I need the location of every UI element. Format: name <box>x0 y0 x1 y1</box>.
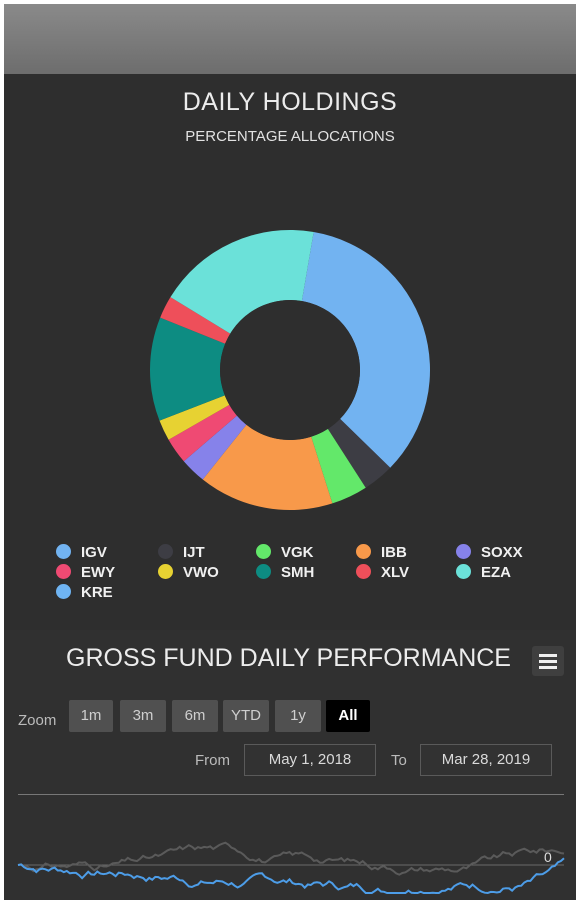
benchmark-line <box>17 841 565 876</box>
legend-label: EZA <box>481 564 511 581</box>
legend-item-ijt[interactable]: IJT <box>158 544 205 562</box>
slice-eza[interactable] <box>170 230 314 334</box>
zoom-6m-button[interactable]: 6m <box>172 700 218 732</box>
zoom-1y-button[interactable]: 1y <box>275 700 321 732</box>
holdings-panel: DAILY HOLDINGS PERCENTAGE ALLOCATIONS IG… <box>4 74 576 630</box>
zoom-label: Zoom <box>18 712 57 729</box>
from-date-input[interactable]: May 1, 2018 <box>244 744 376 776</box>
performance-panel: GROSS FUND DAILY PERFORMANCE Zoom 1m 3m … <box>4 630 576 900</box>
holdings-title: DAILY HOLDINGS <box>182 88 398 116</box>
divider <box>18 794 564 795</box>
legend-label: VWO <box>183 564 219 581</box>
slice-vgk[interactable] <box>311 428 366 504</box>
legend-item-kre[interactable]: KRE <box>56 584 113 602</box>
legend-dot-icon <box>56 584 71 599</box>
legend-item-vwo[interactable]: VWO <box>158 564 219 582</box>
zoom-3m-button[interactable]: 3m <box>120 700 166 732</box>
legend-item-ibb[interactable]: IBB <box>356 544 407 562</box>
allocation-donut-chart <box>150 230 431 510</box>
legend-item-ewy[interactable]: EWY <box>56 564 115 582</box>
zoom-ytd-button[interactable]: YTD <box>223 700 269 732</box>
slice-ibb[interactable] <box>202 424 333 510</box>
slice-igv[interactable] <box>301 232 431 468</box>
legend-item-eza[interactable]: EZA <box>456 564 511 582</box>
legend-label: IBB <box>381 544 407 561</box>
legend-label: SOXX <box>481 544 523 561</box>
fund-line <box>17 857 565 895</box>
slice-xlv[interactable] <box>160 297 231 344</box>
performance-line-chart: 0 <box>17 841 565 895</box>
legend-dot-icon <box>456 564 471 579</box>
legend-dot-icon <box>56 564 71 579</box>
donut-hole <box>220 300 360 440</box>
legend-item-smh[interactable]: SMH <box>256 564 314 582</box>
slice-vwo[interactable] <box>159 395 230 440</box>
y-axis-zero-label: 0 <box>544 849 552 865</box>
legend-dot-icon <box>356 564 371 579</box>
from-label: From <box>195 752 230 769</box>
performance-title: GROSS FUND DAILY PERFORMANCE <box>66 644 511 672</box>
hamburger-menu-icon[interactable] <box>532 646 564 676</box>
legend-label: EWY <box>81 564 116 581</box>
legend-item-xlv[interactable]: XLV <box>356 564 409 582</box>
to-label: To <box>391 752 407 769</box>
legend-item-igv[interactable]: IGV <box>56 544 107 562</box>
zoom-all-button[interactable]: All <box>326 700 370 732</box>
legend-label: XLV <box>381 564 410 581</box>
to-date-input[interactable]: Mar 28, 2019 <box>420 744 552 776</box>
slice-ijt[interactable] <box>327 418 391 488</box>
chart-legend: IGV IJT VGK IBB SOXX EWY VWO SMH XLV EZA KRE <box>56 544 576 604</box>
legend-label: SMH <box>281 564 315 581</box>
legend-dot-icon <box>56 544 71 559</box>
app-frame: DAILY HOLDINGS PERCENTAGE ALLOCATIONS IG… <box>4 4 576 900</box>
legend-label: IGV <box>81 544 107 561</box>
slice-soxx[interactable] <box>183 415 247 480</box>
zoom-1m-button[interactable]: 1m <box>69 700 113 732</box>
legend-label: IJT <box>183 544 205 561</box>
legend-dot-icon <box>356 544 371 559</box>
holdings-subtitle: PERCENTAGE ALLOCATIONS <box>185 128 395 145</box>
legend-dot-icon <box>256 564 271 579</box>
slice-ewy[interactable] <box>168 404 237 462</box>
legend-label: VGK <box>281 544 314 561</box>
slice-smh[interactable] <box>150 317 226 421</box>
legend-item-soxx[interactable]: SOXX <box>456 544 523 562</box>
legend-item-vgk[interactable]: VGK <box>256 544 314 562</box>
legend-dot-icon <box>158 564 173 579</box>
top-bar <box>4 4 576 74</box>
legend-dot-icon <box>456 544 471 559</box>
legend-label: KRE <box>81 584 113 601</box>
legend-dot-icon <box>256 544 271 559</box>
legend-dot-icon <box>158 544 173 559</box>
